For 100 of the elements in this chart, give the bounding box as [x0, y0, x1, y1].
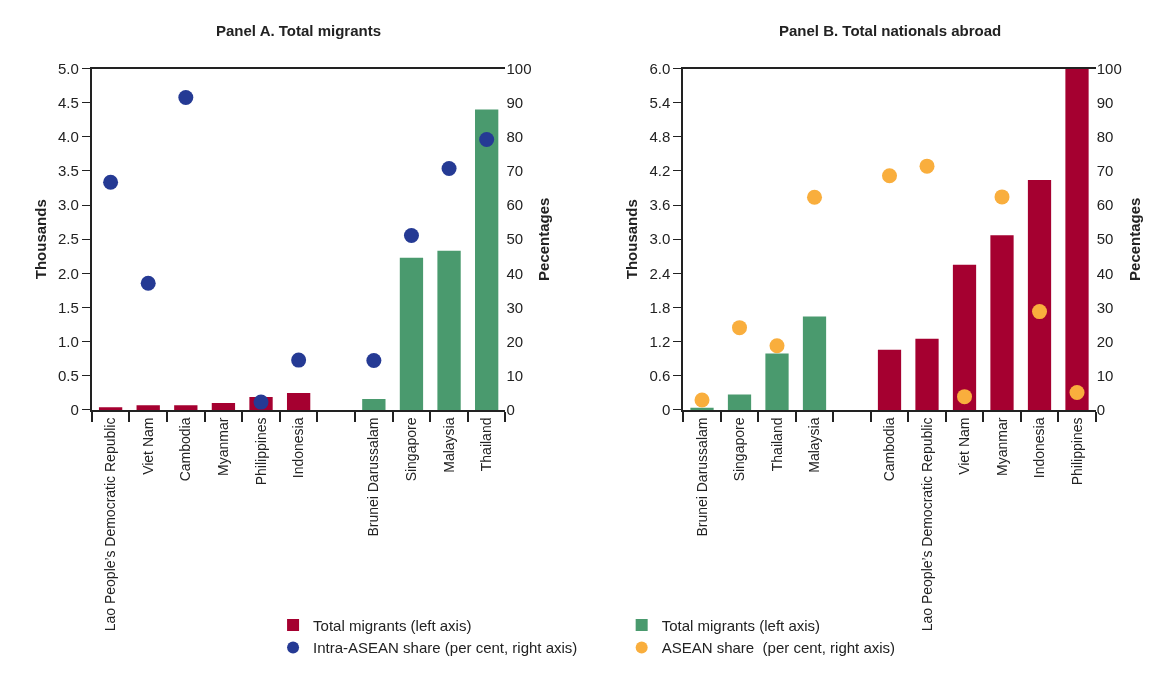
point [694, 392, 710, 408]
y2-tick-label: 60 [506, 196, 524, 214]
point [807, 189, 823, 205]
y2-tick-label: 90 [1096, 93, 1114, 111]
x-tick-label: Brunei Darussalam [693, 417, 710, 537]
bar [877, 349, 902, 410]
y-tick-label: 0 [70, 401, 79, 419]
y-tick-label: 1.5 [57, 298, 79, 316]
y-tick-label: 3.5 [57, 162, 79, 180]
y2-tick-label: 30 [506, 298, 524, 316]
x-tick-label: Philippines [252, 417, 269, 486]
y2-tick-label: 20 [1096, 332, 1114, 350]
x-tick-label: Thailand [478, 417, 495, 472]
point [957, 389, 973, 405]
y2-tick-label: 80 [506, 128, 524, 146]
point [403, 227, 419, 243]
bar [765, 353, 789, 410]
legend-label: Total migrants (left axis) [313, 616, 472, 634]
x-tick-label: Brunei Darussalam [365, 417, 382, 537]
y-tick-label: 4.8 [649, 128, 671, 146]
y-tick-label: 0.6 [649, 367, 671, 385]
x-tick-label: Viet Nam [139, 417, 156, 475]
bar [990, 235, 1014, 410]
y-tick-label: 6.0 [649, 59, 671, 77]
x-tick-label: Malaysia [806, 417, 823, 473]
x-tick-label: Philippines [1068, 417, 1085, 486]
point [1069, 385, 1085, 401]
x-tick-label: Myanmar [993, 417, 1010, 476]
bar [211, 403, 236, 410]
y2-tick-label: 50 [506, 230, 524, 248]
y-tick-label: 2.0 [57, 264, 79, 282]
y-tick-label: 1.8 [649, 298, 671, 316]
x-tick-label: Singapore [403, 417, 420, 482]
y-tick-label: 0 [661, 401, 671, 419]
x-tick-label: Indonesia [290, 417, 307, 479]
y2-tick-label: 10 [1096, 367, 1114, 385]
point [140, 275, 156, 291]
bar [1065, 68, 1089, 410]
chart-title: Panel A. Total migrants [216, 22, 382, 39]
x-tick-label: Viet Nam [956, 417, 973, 475]
y-tick-label: 0.5 [57, 367, 79, 385]
y-tick-label: 1.2 [649, 332, 671, 350]
y-tick-label: 5.0 [57, 59, 79, 77]
y-tick-label: 2.5 [57, 230, 79, 248]
y2-tick-label: 90 [506, 93, 524, 111]
x-tick-label: Thailand [768, 417, 785, 472]
y-tick-label: 3.0 [57, 196, 79, 214]
bar [915, 338, 939, 410]
y-axis-title: Thousands [623, 199, 641, 280]
y-tick-label: 2.4 [649, 264, 671, 282]
y2-tick-label: 50 [1096, 230, 1114, 248]
x-tick-label: Singapore [731, 417, 748, 482]
bar [802, 316, 827, 410]
point [1032, 304, 1048, 320]
x-tick-label: Cambodia [881, 417, 898, 482]
y2-tick-label: 70 [506, 162, 524, 180]
bar [362, 399, 386, 410]
y2-tick-label: 10 [506, 367, 524, 385]
y-tick-label: 3.0 [649, 230, 671, 248]
y2-tick-label: 20 [506, 332, 524, 350]
y2-axis-title: Pecentages [1125, 197, 1143, 281]
point [291, 352, 307, 368]
point [103, 174, 119, 190]
y-axis-title: Thousands [31, 199, 49, 280]
y2-tick-label: 40 [506, 264, 524, 282]
x-tick-label: Cambodia [177, 417, 194, 482]
point [919, 158, 935, 174]
legend-label: Total migrants (left axis) [661, 616, 821, 634]
x-tick-label: Lao People’s Democratic Republic [102, 417, 119, 632]
chart-title: Panel B. Total nationals abroad [779, 22, 1002, 39]
y2-tick-label: 100 [506, 59, 532, 77]
bar [286, 392, 311, 410]
y-tick-label: 3.6 [649, 196, 671, 214]
bar [437, 250, 461, 410]
legend-label: Intra-ASEAN share (per cent, right axis) [313, 639, 578, 657]
y2-tick-label: 100 [1096, 59, 1122, 77]
y2-tick-label: 0 [506, 401, 515, 419]
point [994, 189, 1010, 205]
bar [399, 257, 424, 410]
bar [690, 407, 714, 410]
bar [136, 405, 160, 410]
bar [952, 264, 977, 410]
point [882, 168, 898, 184]
y2-tick-label: 0 [1096, 401, 1106, 419]
y2-tick-label: 80 [1096, 128, 1114, 146]
y-tick-label: 4.5 [57, 93, 79, 111]
bar [1027, 180, 1052, 410]
y-tick-label: 4.2 [649, 162, 671, 180]
point [769, 338, 785, 354]
point [479, 132, 495, 148]
y2-tick-label: 30 [1096, 298, 1114, 316]
y-tick-label: 5.4 [649, 93, 671, 111]
x-tick-label: Indonesia [1031, 417, 1048, 479]
bar [727, 394, 752, 410]
bar [475, 109, 499, 410]
y-tick-label: 4.0 [57, 128, 79, 146]
point [441, 161, 457, 177]
x-tick-label: Malaysia [440, 417, 457, 473]
y2-tick-label: 40 [1096, 264, 1114, 282]
bar [174, 405, 198, 410]
